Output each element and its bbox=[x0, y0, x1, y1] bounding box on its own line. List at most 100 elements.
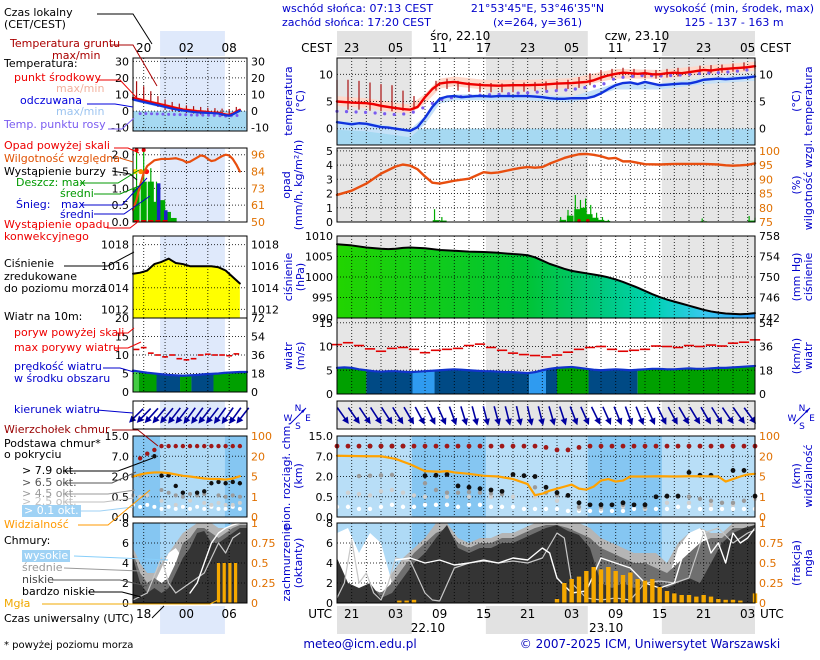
svg-text:0: 0 bbox=[759, 123, 766, 136]
svg-text:15: 15 bbox=[652, 607, 667, 621]
mini-zach: 0 02 0.254 0.56 0.758 1 bbox=[122, 517, 276, 610]
svg-text:21: 21 bbox=[520, 607, 535, 621]
legend-czas-lokalny: Czas lokalny bbox=[4, 6, 73, 19]
mini-wind: 0 0 5 18 10 36 15 54 20 72 bbox=[115, 312, 265, 399]
svg-text:0: 0 bbox=[326, 388, 333, 401]
axis-title-cisnienie-left: ciśnienie (hPa) bbox=[282, 252, 307, 302]
legend-chmury: Chmury: bbox=[4, 534, 51, 547]
svg-text:23: 23 bbox=[696, 41, 711, 55]
svg-text:6: 6 bbox=[326, 537, 333, 550]
legend-predkosc: prędkość wiatru bbox=[14, 360, 102, 373]
legend-max-porywy: max porywy wiatru bbox=[14, 341, 120, 354]
svg-text:4: 4 bbox=[122, 557, 129, 570]
legend-wilgotnosc: Wilgotność względna bbox=[4, 152, 121, 165]
svg-text:5: 5 bbox=[759, 96, 766, 109]
svg-text:995: 995 bbox=[312, 292, 333, 305]
svg-text:85: 85 bbox=[759, 188, 773, 201]
main-opad: 0 75 1 80 2 85 3 90 4 95 5 100 bbox=[326, 145, 780, 229]
svg-text:5: 5 bbox=[326, 364, 333, 377]
svg-text:5: 5 bbox=[326, 96, 333, 109]
svg-text:-10: -10 bbox=[111, 122, 129, 135]
svg-text:5: 5 bbox=[326, 145, 333, 158]
svg-text:61: 61 bbox=[251, 199, 265, 212]
svg-text:0: 0 bbox=[122, 386, 129, 399]
svg-text:0: 0 bbox=[759, 388, 766, 401]
svg-text:100: 100 bbox=[759, 430, 780, 443]
svg-text:30: 30 bbox=[251, 55, 265, 68]
svg-text:UTC: UTC bbox=[760, 607, 784, 621]
svg-text:0.75: 0.75 bbox=[759, 537, 784, 550]
svg-text:20: 20 bbox=[759, 450, 773, 463]
svg-text:09: 09 bbox=[432, 607, 447, 621]
svg-text:0.5: 0.5 bbox=[316, 491, 334, 504]
copyright-link[interactable]: © 2007-2025 ICM, Uniwersytet Warszawski bbox=[519, 637, 781, 651]
svg-text:75: 75 bbox=[759, 216, 773, 229]
svg-text:1014: 1014 bbox=[101, 282, 129, 295]
svg-text:1018: 1018 bbox=[101, 239, 129, 252]
legend-burza: Wystąpienie burzy bbox=[4, 165, 106, 178]
main-cloudbase: 0.0 0 0.5 1 2.0 5 7.0 20 15.0 100 bbox=[309, 430, 781, 524]
axis-title-wiatr-right: (km/h) wiatr bbox=[790, 337, 815, 375]
svg-text:18: 18 bbox=[759, 364, 773, 377]
legend-snieg-max: Śnieg: max bbox=[16, 198, 85, 211]
svg-text:-10: -10 bbox=[251, 122, 269, 135]
mini-temp: -10 -10 0 0 10 10 20 20 30 30 bbox=[111, 55, 269, 134]
svg-text:100: 100 bbox=[759, 145, 780, 158]
svg-text:1: 1 bbox=[759, 491, 766, 504]
legend-cisnienie-2: zredukowane bbox=[4, 270, 77, 283]
svg-text:1: 1 bbox=[251, 517, 258, 530]
svg-text:8: 8 bbox=[122, 517, 129, 530]
svg-text:10: 10 bbox=[319, 68, 333, 81]
legend-czas-utc: Czas uniwersalny (UTC) bbox=[4, 612, 134, 625]
svg-text:11: 11 bbox=[608, 41, 623, 55]
svg-text:0.0: 0.0 bbox=[112, 216, 130, 229]
svg-text:746: 746 bbox=[759, 292, 780, 305]
footnote: * powyżej poziomu morza bbox=[4, 640, 134, 651]
svg-text:20: 20 bbox=[136, 41, 151, 55]
svg-text:100: 100 bbox=[251, 430, 272, 443]
svg-text:20: 20 bbox=[115, 312, 129, 325]
axis-title-opad-left: opad (mm/h, kg/m²/h) bbox=[280, 139, 305, 231]
compass-icon: N W S E bbox=[284, 402, 312, 434]
svg-text:2: 2 bbox=[122, 577, 129, 590]
sunrise-label: wschód słońca: 07:13 CEST bbox=[282, 2, 434, 15]
svg-text:84: 84 bbox=[251, 166, 265, 179]
legend-okt79: > 7.9 okt. bbox=[22, 464, 77, 477]
svg-text:15.0: 15.0 bbox=[309, 430, 334, 443]
svg-text:22.10: 22.10 bbox=[411, 621, 445, 635]
svg-text:0: 0 bbox=[326, 123, 333, 136]
svg-text:21: 21 bbox=[696, 607, 711, 621]
legend-punkt-rosy: Temp. punktu rosy bbox=[4, 118, 106, 131]
svg-text:18: 18 bbox=[251, 368, 265, 381]
svg-text:10: 10 bbox=[759, 68, 773, 81]
svg-text:15.0: 15.0 bbox=[105, 430, 130, 443]
svg-text:0.5: 0.5 bbox=[251, 557, 269, 570]
main-zach: 0 0 2 0.25 4 0.5 6 0.75 8 1 bbox=[326, 517, 784, 610]
legend-cisnienie: Ciśnienie bbox=[4, 257, 55, 270]
svg-text:15: 15 bbox=[319, 317, 333, 330]
contact-email-link[interactable]: meteo@icm.edu.pl bbox=[303, 637, 417, 651]
svg-text:2: 2 bbox=[326, 577, 333, 590]
compass-n: N bbox=[295, 404, 302, 414]
svg-text:72: 72 bbox=[251, 312, 265, 325]
svg-text:09: 09 bbox=[608, 607, 623, 621]
legend-wierzcholek: Wierzchołek chmur bbox=[4, 423, 110, 436]
legend-niskie: niskie bbox=[22, 573, 54, 586]
svg-text:5: 5 bbox=[251, 471, 258, 484]
svg-text:0.0: 0.0 bbox=[316, 511, 334, 524]
svg-text:0.25: 0.25 bbox=[759, 577, 784, 590]
svg-text:20: 20 bbox=[251, 450, 265, 463]
svg-text:1018: 1018 bbox=[251, 239, 279, 252]
svg-text:7.0: 7.0 bbox=[112, 450, 130, 463]
compass-n: N bbox=[799, 404, 806, 414]
svg-text:15: 15 bbox=[115, 331, 129, 344]
svg-text:CEST: CEST bbox=[760, 41, 792, 55]
svg-text:73: 73 bbox=[251, 182, 265, 195]
svg-text:08: 08 bbox=[222, 41, 237, 55]
svg-text:758: 758 bbox=[759, 230, 780, 243]
legend-maxmin-blue: max/min bbox=[56, 105, 105, 118]
altitude-label: wysokość (min, środek, max) bbox=[653, 2, 815, 15]
